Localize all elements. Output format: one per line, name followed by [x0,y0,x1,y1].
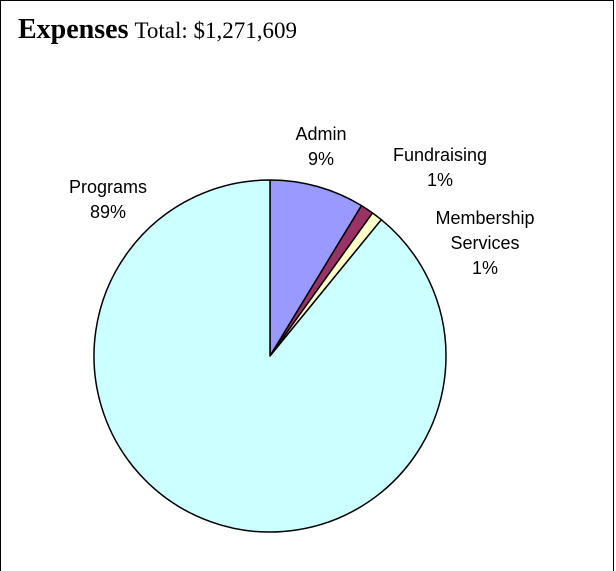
slice-percent-programs: 89% [90,202,126,222]
slice-percent-admin: 9% [308,149,334,169]
slice-name-membership-services: Membership [435,208,534,228]
chart-subtitle: Total: $1,271,609 [134,18,298,43]
slice-name-programs: Programs [69,177,147,197]
slice-label-membership-services: Membership Services 1% [435,208,534,278]
pie-slice-programs [93,179,447,533]
slice-label-fundraising: Fundraising 1% [393,145,487,190]
slice-name-fundraising: Fundraising [393,145,487,165]
slice-label-programs: Programs 89% [69,177,147,222]
slice-percent-membership-services: 1% [472,258,498,278]
pie-slice-admin [269,179,363,357]
chart-title-line: Expenses Total: $1,271,609 [18,14,297,46]
slice-label-admin: Admin 9% [295,124,346,169]
slice-percent-fundraising: 1% [427,170,453,190]
slice-name-admin: Admin [295,124,346,144]
chart-title: Expenses [18,14,129,45]
slice-name-membership-services: Services [450,233,519,253]
